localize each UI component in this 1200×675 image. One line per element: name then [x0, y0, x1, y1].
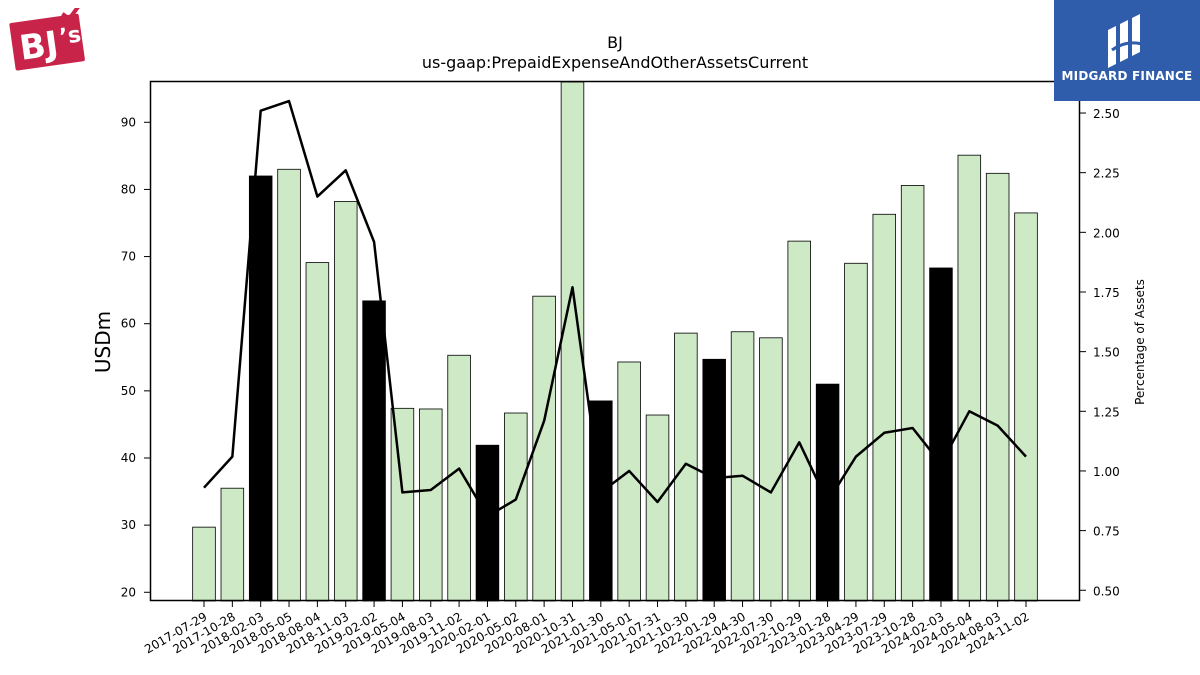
y-tick-label: 60 [121, 317, 136, 331]
svg-text:’s: ’s [58, 22, 83, 50]
y-tick-label: 80 [121, 182, 136, 196]
y2-tick-label: 1.75 [1093, 286, 1120, 300]
y2-tick-label: 2.50 [1093, 107, 1120, 121]
y-tick-label: 30 [121, 518, 136, 532]
bar [390, 407, 415, 602]
y2-tick-label: 1.25 [1093, 405, 1120, 419]
bar [305, 262, 330, 602]
y2-tick-label: 1.50 [1093, 346, 1120, 360]
bar [702, 358, 726, 602]
bar [872, 213, 897, 602]
bars-group [192, 81, 1038, 602]
y-axis-label: USDm [91, 311, 115, 373]
bar [192, 526, 216, 602]
midgard-mark-icon [1102, 10, 1152, 76]
x-axis: 2017-07-292017-10-282018-02-032018-05-05… [142, 601, 1032, 656]
bar [1014, 212, 1038, 602]
bar [277, 168, 301, 602]
midgard-finance-logo: MIDGARD FINANCE [1054, 0, 1200, 101]
bar [929, 267, 953, 602]
bar [532, 295, 556, 602]
bar [759, 337, 783, 602]
y-tick-label: 50 [121, 384, 136, 398]
y2-tick-label: 0.75 [1093, 525, 1120, 539]
bar [617, 361, 641, 602]
y-tick-label: 70 [121, 250, 136, 264]
svg-text:BJ: BJ [17, 24, 61, 69]
y2-axis: 0.50 0.75 1.00 1.25 1.50 1.75 2.00 2.25 2.50 [1080, 107, 1120, 598]
y-axis: 20 30 40 50 60 70 80 90 [121, 115, 150, 599]
percentage-line [203, 99, 1027, 518]
y2-tick-label: 2.00 [1093, 226, 1120, 240]
bar [362, 300, 386, 602]
y2-tick-label: 1.00 [1093, 465, 1120, 479]
bar [419, 408, 443, 602]
y-tick-label: 90 [121, 115, 136, 129]
bar [900, 184, 925, 602]
y2-tick-label: 2.25 [1093, 167, 1120, 181]
y-tick-label: 40 [121, 451, 136, 465]
line-group [203, 99, 1027, 518]
y2-axis-label: Percentage of Assets [1133, 279, 1147, 405]
bjs-logo: BJ ’s [8, 4, 88, 74]
y-tick-label: 20 [121, 585, 136, 599]
chart-subtitle: us-gaap:PrepaidExpenseAndOtherAssetsCurr… [422, 53, 808, 72]
bar [333, 201, 358, 602]
bar [730, 331, 755, 602]
bar [504, 412, 528, 602]
y2-tick-label: 0.50 [1093, 584, 1120, 598]
bar [475, 444, 500, 602]
bar [985, 172, 1010, 602]
bar [645, 414, 670, 602]
bar [248, 175, 273, 602]
bar [787, 240, 811, 602]
plot-frame [149, 80, 1081, 602]
bar [220, 487, 245, 602]
bar [957, 154, 982, 602]
bar [447, 354, 471, 602]
bar [815, 383, 840, 602]
chart-title: BJ [607, 33, 623, 52]
bar [844, 262, 868, 602]
midgard-finance-label: MIDGARD FINANCE [1061, 69, 1193, 83]
